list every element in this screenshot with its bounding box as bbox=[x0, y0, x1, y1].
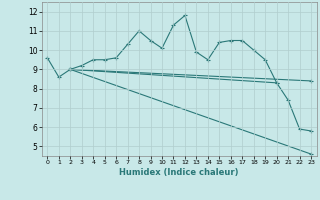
X-axis label: Humidex (Indice chaleur): Humidex (Indice chaleur) bbox=[119, 168, 239, 177]
